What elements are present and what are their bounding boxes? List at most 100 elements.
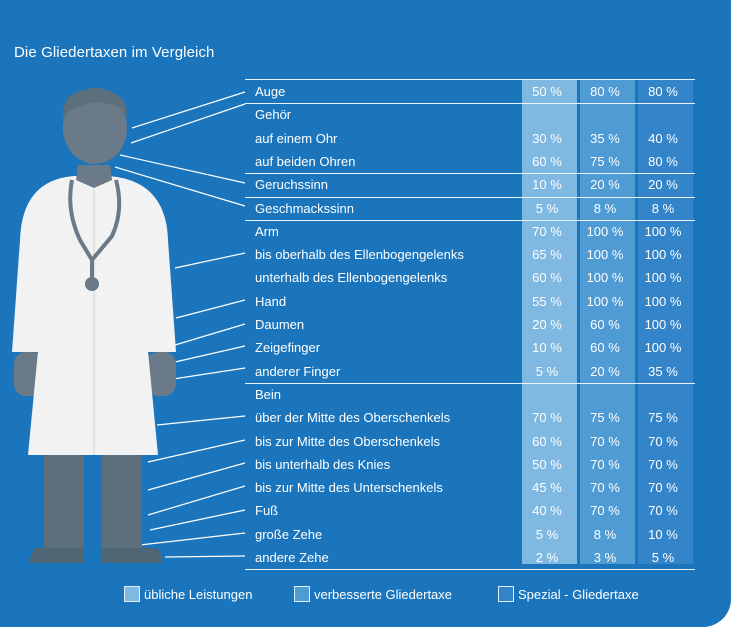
table-row: Geschmackssinn 5 % 8 % 8 % <box>245 197 695 220</box>
value-cell: 3 % <box>593 550 617 565</box>
value-cell: 10 % <box>532 340 562 355</box>
table-row: bis oberhalb des Ellenbogengelenks 65 % 10… <box>245 243 695 266</box>
row-label: Hand <box>255 294 287 309</box>
table-row: unterhalb des Ellenbogengelenks 60 % 100 %… <box>245 266 695 289</box>
value-cell: 20 % <box>590 177 620 192</box>
row-label: unterhalb des Ellenbogengelenks <box>255 270 448 285</box>
row-label: Zeigefinger <box>255 340 321 355</box>
table-row: große Zehe 5 % 8 % 10 % <box>245 523 695 546</box>
table-row: anderer Finger 5 % 20 % 35 % <box>245 360 695 383</box>
row-label: Gehör <box>255 107 292 122</box>
row-label: auf einem Ohr <box>255 131 338 146</box>
value-cell: 70 % <box>648 457 678 472</box>
row-label: große Zehe <box>255 527 323 542</box>
value-cell: 60 % <box>532 434 562 449</box>
value-cell: 100 % <box>586 294 624 309</box>
legend-label: übliche Leistungen <box>144 587 253 602</box>
legend-swatch-ueblich <box>124 586 140 602</box>
value-cell: 70 % <box>532 224 562 239</box>
value-cell: 20 % <box>648 177 678 192</box>
value-cell: 70 % <box>590 457 620 472</box>
table-row: Gehör <box>245 103 695 126</box>
row-label: anderer Finger <box>255 364 341 379</box>
value-cell: 70 % <box>648 480 678 495</box>
value-cell: 20 % <box>532 317 562 332</box>
value-cell: 60 % <box>590 340 620 355</box>
value-cell: 100 % <box>586 224 624 239</box>
table-row: über der Mitte des Oberschenkels 70 % 75 %… <box>245 406 695 429</box>
value-cell: 70 % <box>532 410 562 425</box>
row-label: bis oberhalb des Ellenbogengelenks <box>255 247 464 262</box>
table-row: bis unterhalb des Knies 50 % 70 % 70 % <box>245 453 695 476</box>
row-label: Geschmackssinn <box>255 201 354 216</box>
value-cell: 75 % <box>590 410 620 425</box>
value-cell: 40 % <box>532 503 562 518</box>
value-cell: 8 % <box>593 201 617 216</box>
value-cell: 5 % <box>535 364 559 379</box>
value-cell: 50 % <box>532 84 562 99</box>
table-row: auf beiden Ohren 60 % 75 % 80 % <box>245 150 695 173</box>
row-separator <box>245 569 695 570</box>
value-cell: 60 % <box>590 317 620 332</box>
value-cell: 80 % <box>648 154 678 169</box>
table-row: Geruchssinn 10 % 20 % 20 % <box>245 173 695 196</box>
value-cell: 40 % <box>648 131 678 146</box>
doctor-figure <box>12 88 176 563</box>
row-label: über der Mitte des Oberschenkels <box>255 410 451 425</box>
pointer-lines <box>114 91 246 558</box>
table-row: auf einem Ohr 30 % 35 % 40 % <box>245 127 695 150</box>
table-row: bis zur Mitte des Unterschenkels 45 % 70 %… <box>245 476 695 499</box>
value-cell: 60 % <box>532 154 562 169</box>
value-cell: 5 % <box>535 527 559 542</box>
value-cell: 10 % <box>648 527 678 542</box>
table-row: bis zur Mitte des Oberschenkels 60 % 70 % 7… <box>245 430 695 453</box>
row-label: Geruchssinn <box>255 177 328 192</box>
value-cell: 100 % <box>644 247 682 262</box>
value-cell: 35 % <box>648 364 678 379</box>
value-cell: 8 % <box>593 527 617 542</box>
value-cell: 70 % <box>590 480 620 495</box>
value-cell: 70 % <box>590 434 620 449</box>
table-row: Hand 55 % 100 % 100 % <box>245 290 695 313</box>
row-label: auf beiden Ohren <box>255 154 356 169</box>
row-label: bis zur Mitte des Oberschenkels <box>255 434 440 449</box>
row-separator <box>245 79 695 80</box>
value-cell: 10 % <box>532 177 562 192</box>
legend-label: verbesserte Gliedertaxe <box>314 587 453 602</box>
chart-title: Die Gliedertaxen im Vergleich <box>14 44 215 61</box>
value-cell: 100 % <box>644 294 682 309</box>
value-cell: 5 % <box>651 550 675 565</box>
column-background-ueblich <box>522 79 577 564</box>
value-cell: 70 % <box>590 503 620 518</box>
value-cell: 70 % <box>648 503 678 518</box>
column-background-spezial <box>638 79 693 564</box>
row-separator <box>245 173 695 174</box>
value-cell: 100 % <box>644 270 682 285</box>
row-label: Bein <box>255 387 282 402</box>
row-separator <box>245 197 695 198</box>
value-cell: 75 % <box>590 154 620 169</box>
row-label: Fuß <box>255 503 279 518</box>
legend-label: Spezial - Gliedertaxe <box>518 587 639 602</box>
value-cell: 65 % <box>532 247 562 262</box>
value-cell: 2 % <box>535 550 559 565</box>
row-separator <box>245 220 695 221</box>
value-cell: 8 % <box>651 201 675 216</box>
row-separator <box>245 103 695 104</box>
table-row: Auge 50 % 80 % 80 % <box>245 80 695 103</box>
value-cell: 100 % <box>644 317 682 332</box>
row-label: Arm <box>255 224 279 239</box>
value-cell: 80 % <box>590 84 620 99</box>
legend: übliche Leistungen verbesserte Gliederta… <box>0 586 739 606</box>
table-row: Daumen 20 % 60 % 100 % <box>245 313 695 336</box>
table-row: Zeigefinger 10 % 60 % 100 % <box>245 336 695 359</box>
row-label: bis zur Mitte des Unterschenkels <box>255 480 443 495</box>
value-cell: 100 % <box>644 340 682 355</box>
table-row: Arm 70 % 100 % 100 % <box>245 220 695 243</box>
value-cell: 55 % <box>532 294 562 309</box>
value-cell: 20 % <box>590 364 620 379</box>
row-label: Auge <box>255 84 286 99</box>
legend-swatch-spezial <box>498 586 514 602</box>
value-cell: 100 % <box>586 247 624 262</box>
